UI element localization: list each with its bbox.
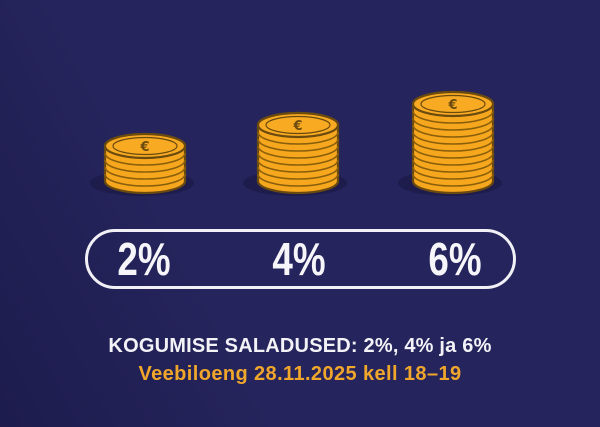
coin-rim-line [257, 159, 339, 173]
coin-rim-line [257, 166, 339, 180]
coin-stack-4pct: € [238, 109, 358, 199]
coin-rim-line [257, 173, 339, 187]
rate-label-6pct: 6% [428, 233, 482, 285]
coin-stack-drawing: € [243, 111, 347, 196]
coin-stack-drawing: € [90, 132, 194, 196]
rate-label-2pct: 2% [117, 233, 171, 285]
top-coin-inner-ring [112, 136, 178, 156]
euro-symbol-icon: € [447, 98, 457, 113]
coin-rim-line [257, 138, 339, 152]
coin-rim-line [412, 152, 494, 166]
coin-rim-line [104, 152, 186, 166]
top-coin-face [103, 132, 187, 160]
top-coin-inner-ring [265, 115, 331, 135]
coin-rim-line [412, 159, 494, 173]
caption-title: KOGUMISE SALADUSED: 2%, 4% ja 6% [108, 335, 492, 357]
coin-stack-6pct: € [393, 88, 513, 199]
coin-stack-2pct: € [85, 130, 205, 199]
top-coin-face [256, 111, 340, 139]
coin-rim-line [257, 131, 339, 145]
coin-rim-line [412, 131, 494, 145]
coin-rim-line [412, 117, 494, 131]
top-coin-face [411, 90, 495, 118]
coin-rim-line [257, 152, 339, 166]
rates-pill: 2% 4% 6% [85, 229, 516, 289]
rate-label-4pct: 4% [272, 233, 326, 285]
coin-stack-drawing: € [398, 90, 502, 196]
caption-block: KOGUMISE SALADUSED: 2%, 4% ja 6% Veebilo… [0, 336, 600, 384]
coin-rim-line [412, 145, 494, 159]
euro-symbol-icon: € [292, 119, 302, 134]
caption-subtitle: Veebiloeng 28.11.2025 kell 18–19 [138, 363, 462, 385]
coin-rim-line [412, 138, 494, 152]
top-coin-inner-ring [420, 94, 486, 114]
coin-rim-line [412, 110, 494, 124]
coin-rim-line [412, 166, 494, 180]
coin-rim-line [104, 166, 186, 180]
coin-rim-line [104, 159, 186, 173]
coin-rim-line [412, 124, 494, 138]
coin-rim-line [257, 145, 339, 159]
coin-rim-line [104, 173, 186, 187]
coin-rim-line [412, 173, 494, 187]
euro-symbol-icon: € [139, 140, 149, 155]
